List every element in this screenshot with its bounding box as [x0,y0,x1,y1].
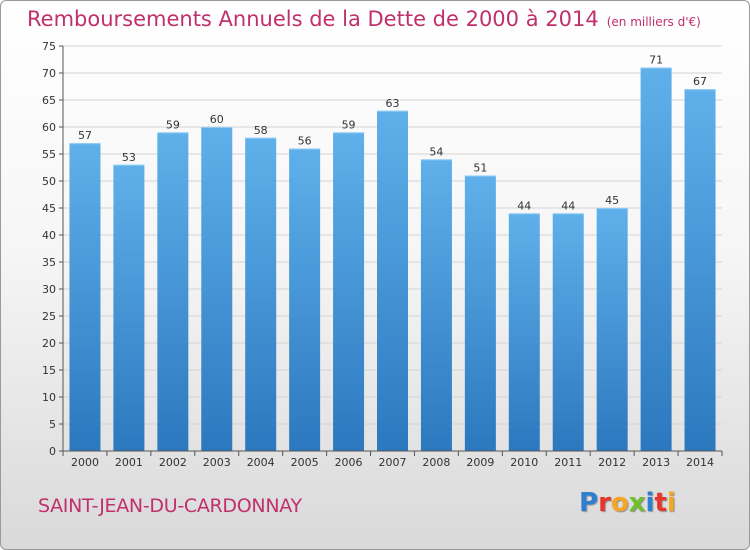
y-tick-label: 60 [42,121,56,134]
x-tick-label: 2007 [379,456,407,469]
bar [552,213,584,451]
data-label: 54 [429,145,443,158]
bar [508,213,540,451]
y-tick-label: 55 [42,148,56,161]
x-tick-label: 2003 [203,456,231,469]
y-tick-label: 10 [42,391,56,404]
data-label: 63 [386,97,400,110]
y-tick-label: 70 [42,67,56,80]
logo-letter: t [654,488,667,518]
data-label: 53 [122,151,136,164]
data-label: 44 [517,199,531,212]
x-tick-label: 2002 [159,456,187,469]
bar [245,137,277,452]
bar [640,67,672,451]
logo-letter: P [579,488,599,518]
y-tick-label: 5 [49,418,56,431]
chart-title: Remboursements Annuels de la Dette de 20… [27,7,701,31]
logo-letter: o [610,488,629,518]
data-label: 45 [605,194,619,207]
data-label: 67 [693,75,707,88]
logo-letter: x [628,488,646,518]
y-tick-label: 15 [42,364,56,377]
data-label: 59 [166,118,180,131]
bar [157,132,189,451]
bar [420,159,452,451]
data-label: 56 [298,135,312,148]
data-label: 60 [210,113,224,126]
data-label: 44 [561,199,575,212]
proxiti-logo: Proxiti [579,488,676,518]
y-tick-label: 40 [42,229,56,242]
bar [289,148,321,451]
y-tick-label: 35 [42,256,56,269]
data-label: 58 [254,124,268,137]
x-tick-label: 2001 [115,456,143,469]
logo-letter: r [598,488,611,518]
y-tick-label: 20 [42,337,56,350]
y-tick-label: 50 [42,175,56,188]
data-label: 51 [473,162,487,175]
data-label: 57 [78,129,92,142]
x-tick-label: 2008 [422,456,450,469]
y-tick-label: 45 [42,202,56,215]
axes: 0 5 10 15 20 25 30 35 40 45 50 55 60 65 70 75 2000 2001 20… [42,40,723,469]
y-tick-label: 30 [42,283,56,296]
bar [596,208,628,451]
x-tick-label: 2011 [554,456,582,469]
y-tick-label: 75 [42,40,56,53]
bars: 57 53 59 60 58 56 59 63 54 51 44 44 45 71 67 [69,54,716,452]
x-tick-label: 2000 [71,456,99,469]
chart-title-text: Remboursements Annuels de la Dette de 20… [27,7,599,31]
data-label: 59 [342,118,356,131]
y-tick-label: 25 [42,310,56,323]
commune-name: SAINT-JEAN-DU-CARDONNAY [38,495,302,517]
chart-unit: (en milliers d'€) [606,15,701,29]
bar [377,110,408,452]
y-tick-label: 0 [49,445,56,458]
bar [684,89,716,451]
x-tick-label: 2004 [247,456,275,469]
x-tick-label: 2012 [598,456,626,469]
bar [201,127,233,451]
logo-letter: i [645,488,655,518]
x-tick-label: 2013 [642,456,670,469]
bar [333,132,365,451]
bar [113,164,145,452]
x-tick-label: 2006 [335,456,363,469]
x-tick-label: 2009 [466,456,494,469]
x-tick-label: 2014 [686,456,714,469]
x-tick-label: 2010 [510,456,538,469]
data-label: 71 [649,54,663,67]
y-tick-label: 65 [42,94,56,107]
bar [464,175,496,451]
x-tick-label: 2005 [291,456,319,469]
logo-letter: i [666,488,676,518]
bar [69,143,101,451]
